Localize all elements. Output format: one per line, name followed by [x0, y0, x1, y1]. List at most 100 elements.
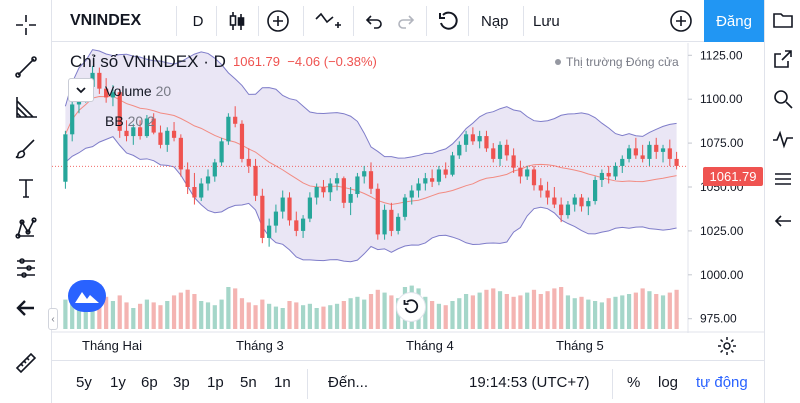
percent-scale-button[interactable]: % [627, 374, 641, 391]
brush-icon[interactable] [6, 134, 46, 164]
volume-bar [97, 298, 102, 329]
auto-scale-button[interactable]: tự động [696, 374, 748, 391]
candle-body [375, 188, 380, 235]
collapse-legend-button[interactable] [68, 78, 94, 102]
candle-body [654, 144, 659, 152]
log-scale-button[interactable]: log [658, 374, 679, 391]
volume-bar [165, 301, 170, 329]
volume-bar [593, 301, 598, 329]
candle-body [246, 158, 251, 166]
add-compare-icon[interactable] [266, 0, 290, 42]
search-icon[interactable] [768, 84, 798, 114]
text-tool-icon[interactable] [6, 173, 46, 203]
arrow-left-icon[interactable] [768, 206, 798, 236]
time-tick-label: Tháng 5 [556, 338, 604, 353]
watchlist-icon[interactable] [768, 5, 798, 35]
range-1d[interactable]: 1n [274, 374, 291, 391]
undo-icon[interactable] [364, 0, 384, 42]
chevron-down-icon [76, 87, 86, 94]
chart-title: Chỉ số VNINDEX · D [70, 52, 226, 71]
candle-body [504, 144, 509, 156]
volume-bar [436, 303, 442, 329]
volume-bar [260, 299, 265, 329]
divider [216, 6, 217, 36]
indicators-icon[interactable] [314, 0, 342, 42]
range-6m[interactable]: 6p [141, 374, 158, 391]
pitchfork-icon[interactable] [6, 92, 46, 122]
volume-bar [511, 296, 516, 329]
candle-body [667, 148, 672, 159]
volume-bar [287, 301, 292, 329]
pulse-icon[interactable] [768, 124, 798, 154]
candle-body [97, 72, 102, 89]
time-tick-label: Tháng Hai [82, 338, 142, 353]
ruler-icon[interactable] [6, 348, 46, 378]
candle-body [171, 130, 177, 138]
reset-chart-icon[interactable] [396, 292, 426, 322]
prediction-icon[interactable] [6, 253, 46, 283]
candle-body [389, 209, 394, 231]
volume-bar [328, 305, 333, 329]
chevron-left-icon[interactable]: ‹ [48, 308, 58, 330]
candle-body [355, 176, 360, 195]
volume-bar [110, 301, 116, 329]
volume-bar [518, 295, 523, 329]
back-arrow-icon[interactable] [6, 293, 46, 323]
bb-indicator[interactable]: BB 20 2 [105, 113, 155, 129]
volume-bar [205, 302, 211, 329]
symbol-search[interactable]: VNINDEX [70, 12, 142, 29]
candle-body [606, 172, 611, 177]
range-1y[interactable]: 1y [110, 374, 126, 391]
candle-body [491, 148, 496, 159]
volume-bar [423, 296, 428, 329]
trend-line-icon[interactable] [6, 52, 46, 82]
range-3m[interactable]: 3p [173, 374, 190, 391]
volume-bar [117, 295, 122, 329]
publish-button[interactable]: Đăng [704, 0, 764, 42]
gear-icon[interactable] [712, 333, 742, 359]
logo-icon[interactable] [68, 280, 106, 312]
volume-bar [300, 305, 306, 329]
calendar-icon[interactable] [768, 164, 798, 194]
volume-bar [226, 287, 231, 329]
pattern-icon[interactable] [6, 213, 46, 243]
save-button[interactable]: Lưu [533, 12, 560, 30]
range-1m[interactable]: 1p [207, 374, 224, 391]
interval-button[interactable]: D [192, 12, 204, 30]
volume-bar [192, 294, 197, 329]
candle-body [124, 130, 129, 137]
clock[interactable]: 19:14:53 (UTC+7) [469, 374, 590, 391]
volume-bar [185, 289, 190, 329]
volume-bar [457, 298, 462, 329]
goto-date-button[interactable]: Đến... [328, 374, 369, 391]
divider [258, 6, 259, 36]
candle-body [484, 136, 489, 149]
volume-bar [572, 298, 577, 329]
bb-upper-line [64, 49, 677, 159]
add-icon[interactable] [669, 0, 693, 42]
candle-body [525, 169, 530, 177]
price-axis: 1125.001100.001075.001050.001025.001000.… [687, 43, 744, 333]
candle-body [294, 220, 299, 231]
range-5y[interactable]: 5y [76, 374, 92, 391]
volume-indicator[interactable]: Volume 20 [105, 83, 171, 99]
volume-bar [484, 289, 489, 329]
volume-bar [545, 291, 550, 329]
candle-body [300, 218, 306, 231]
candle-body [647, 144, 652, 159]
price-chart[interactable]: 1125.001100.001075.001050.001025.001000.… [52, 43, 764, 333]
candles-icon[interactable] [226, 0, 248, 42]
divider [176, 6, 177, 36]
volume-bar [171, 295, 177, 329]
external-link-icon[interactable] [768, 44, 798, 74]
candle-body [267, 225, 272, 238]
redo-icon[interactable] [396, 0, 416, 42]
volume-bar [178, 292, 183, 329]
load-button[interactable]: Nạp [481, 12, 509, 30]
range-5d[interactable]: 5n [240, 374, 257, 391]
crosshair-icon[interactable] [6, 10, 46, 40]
candle-body [613, 165, 618, 177]
volume-bar [131, 308, 136, 329]
reload-icon[interactable] [437, 0, 459, 42]
volume-bar [368, 294, 374, 329]
